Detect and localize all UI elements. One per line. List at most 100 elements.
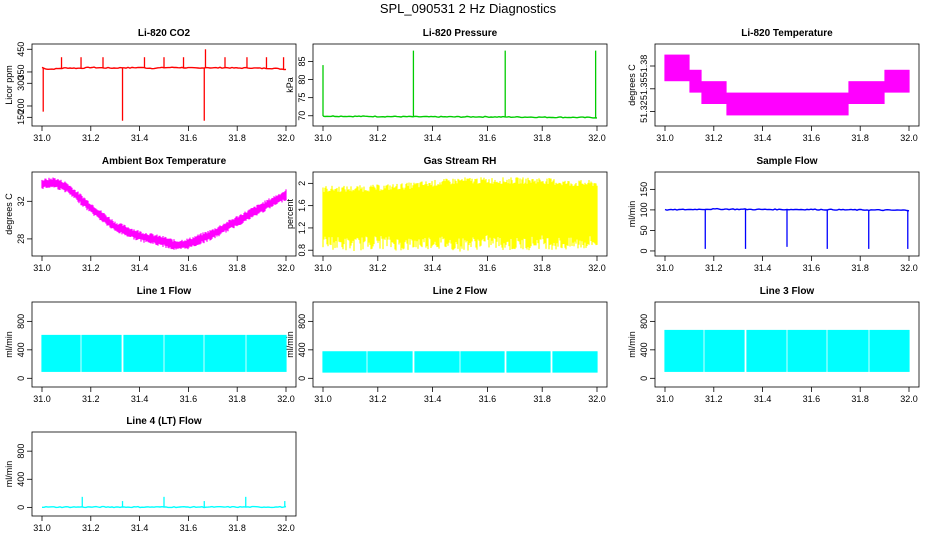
y-axis-label-co2: Licor ppm [4,65,14,105]
y-tick-label-pressure: 85 [297,56,307,66]
y-tick-label-co2: 350 [16,64,26,79]
y-axis-label-box-temp: degrees C [4,193,14,235]
plot-frame-rh [312,171,608,257]
y-tick-label-line3: 0 [639,376,649,381]
x-tick-label-sample-flow: 31.0 [656,263,674,273]
plot-frame-pressure [312,43,608,127]
y-tick-label-rh: 1.6 [297,199,307,212]
panel-title-line4: Line 4 (LT) Flow [126,416,202,427]
x-tick-label-pressure: 31.8 [533,133,551,143]
x-tick-label-line2: 31.6 [479,394,497,404]
x-tick-label-line2: 31.4 [424,394,442,404]
x-tick-label-line3: 31.6 [803,394,821,404]
x-tick-label-rh: 31.0 [314,263,332,273]
x-tick-label-line3: 31.8 [851,394,869,404]
plot-frame-line1 [31,301,297,388]
y-tick-label-line4: 400 [16,472,26,487]
series-co2 [41,49,287,121]
panel-title-line3: Line 3 Flow [760,286,815,297]
x-tick-label-rh: 31.2 [369,263,387,273]
y-tick-label-box-temp: 32 [16,196,26,206]
y-tick-label-sample-flow: 150 [639,182,649,197]
x-tick-label-line2: 32.0 [588,394,606,404]
panel-line2: Line 2 Flow 31.0 31.2 31.4 31.6 31.8 32.0 0 400 8… [285,286,608,404]
y-tick-label-line4: 0 [16,505,26,510]
x-tick-label-sample-flow: 31.2 [705,263,723,273]
x-tick-label-line4: 31.8 [228,523,246,533]
x-tick-label-rh: 31.6 [479,263,497,273]
x-tick-label-line3: 31.2 [705,394,723,404]
x-tick-label-rh: 32.0 [588,263,606,273]
x-tick-label-line2: 31.2 [369,394,387,404]
x-tick-label-co2: 31.8 [228,133,246,143]
x-tick-label-line4: 31.4 [131,523,149,533]
x-tick-label-temperature: 32.0 [900,133,918,143]
series-line4 [42,496,287,509]
panel-sample-flow: Sample Flow 31.0 31.2 31.4 31.6 31.8 32.0 0 50 10… [627,156,920,273]
x-tick-label-temperature: 31.6 [803,133,821,143]
y-tick-label-pressure: 75 [297,93,307,103]
y-axis-label-sample-flow: ml/min [627,201,637,228]
y-tick-label-rh: 0.8 [297,244,307,257]
x-tick-label-co2: 31.4 [131,133,149,143]
y-tick-label-line2: 400 [297,342,307,357]
panel-title-line1: Line 1 Flow [137,286,192,297]
y-tick-label-line2: 0 [297,376,307,381]
x-tick-label-pressure: 31.4 [424,133,442,143]
y-tick-label-sample-flow: 0 [639,248,649,253]
data-line-pressure [322,115,598,119]
plot-frame-line3 [654,301,920,388]
plot-frame-box-temp [31,171,297,257]
x-tick-label-temperature: 31.2 [705,133,723,143]
x-tick-label-sample-flow: 31.4 [754,263,772,273]
x-tick-label-line1: 31.6 [180,394,198,404]
series-pressure [322,50,598,119]
x-tick-label-line3: 31.0 [656,394,674,404]
x-tick-label-rh: 31.4 [424,263,442,273]
series-line2 [322,351,598,373]
x-tick-label-line2: 31.8 [533,394,551,404]
x-tick-label-temperature: 31.0 [656,133,674,143]
series-line3 [664,329,910,372]
y-tick-label-rh: 2 [297,181,307,186]
y-tick-label-line3: 400 [639,342,649,357]
panel-temperature: Li-820 Temperature 31.0 31.2 31.4 31.6 31.8 32… [627,28,920,143]
y-tick-label-co2: 450 [16,42,26,57]
y-tick-label-line1: 800 [16,314,26,329]
y-tick-label-pressure: 70 [297,111,307,121]
y-tick-label-line1: 0 [16,376,26,381]
x-tick-label-co2: 32.0 [277,133,295,143]
x-tick-label-line1: 31.8 [228,394,246,404]
x-tick-label-rh: 31.8 [533,263,551,273]
x-tick-label-pressure: 31.0 [314,133,332,143]
x-tick-label-line2: 31.0 [314,394,332,404]
x-tick-label-box-temp: 31.0 [33,263,51,273]
x-tick-label-line1: 31.2 [82,394,100,404]
y-tick-label-co2: 200 [16,98,26,113]
plot-frame-temperature [654,43,920,127]
panel-title-rh: Gas Stream RH [424,156,497,167]
series-temperature [664,54,910,116]
series-line1 [41,334,287,372]
x-tick-label-sample-flow: 32.0 [900,263,918,273]
panel-line4: Line 4 (LT) Flow 31.0 31.2 31.4 31.6 31.8 32.0… [4,416,297,533]
y-tick-label-temperature: 51.32 [639,100,649,123]
x-tick-label-temperature: 31.4 [754,133,772,143]
y-tick-label-temperature: 51.38 [639,55,649,78]
x-tick-label-line3: 32.0 [900,394,918,404]
panel-title-pressure: Li-820 Pressure [423,28,498,39]
panel-rh: Gas Stream RH 31.0 31.2 31.4 31.6 31.8 32.0 0.8… [285,156,608,273]
y-axis-label-pressure: kPa [285,77,295,93]
x-tick-label-line4: 31.6 [180,523,198,533]
panel-line3: Line 3 Flow 31.0 31.2 31.4 31.6 31.8 32.0 0 400 8… [627,286,920,404]
x-tick-label-temperature: 31.8 [851,133,869,143]
y-tick-label-line2: 800 [297,314,307,329]
y-tick-label-sample-flow: 100 [639,202,649,217]
x-tick-label-pressure: 31.6 [479,133,497,143]
y-tick-label-line4: 800 [16,444,26,459]
x-tick-label-box-temp: 31.6 [180,263,198,273]
y-axis-label-rh: percent [285,198,295,229]
y-tick-label-line1: 400 [16,342,26,357]
panel-title-box-temp: Ambient Box Temperature [102,156,227,167]
